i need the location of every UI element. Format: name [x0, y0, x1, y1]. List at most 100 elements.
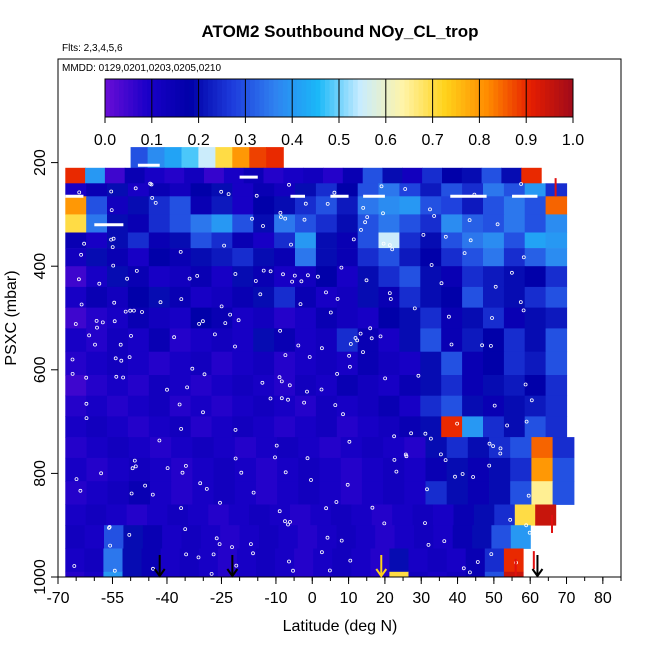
heatmap-cell [462, 351, 484, 376]
colorbar-segment [343, 79, 349, 117]
heatmap-cell [315, 248, 338, 267]
sample-point [100, 320, 105, 325]
heatmap-cell [378, 375, 400, 397]
sample-point [93, 342, 97, 347]
heatmap-cell [190, 248, 213, 267]
sample-point [74, 477, 79, 482]
x-tick-label: 40 [449, 590, 467, 607]
heatmap-cell [65, 214, 87, 233]
heatmap-cell [190, 328, 213, 353]
sample-point [467, 218, 472, 223]
sample-point [278, 328, 283, 333]
colorbar-segment [119, 79, 125, 117]
heatmap-cell [160, 571, 181, 578]
colorbar-segment [105, 79, 111, 117]
heatmap-cell [433, 525, 454, 549]
colorbar-segment [413, 79, 420, 117]
heatmap-cell [503, 328, 526, 353]
sample-point [364, 278, 369, 283]
x-tick-label: -55 [101, 590, 124, 607]
heatmap-cell [239, 525, 260, 549]
heatmap-cell [148, 416, 171, 438]
heatmap-cell [402, 167, 423, 184]
colorbar-segment [432, 79, 438, 117]
sample-point [217, 542, 222, 546]
heatmap-cell [370, 548, 391, 573]
heatmap-cell [462, 395, 484, 417]
heatmap-cell [501, 167, 522, 184]
heatmap-cell [441, 416, 463, 438]
heatmap-cell [552, 481, 575, 505]
heatmap-cell [127, 375, 150, 397]
heatmap-cell [340, 481, 363, 505]
sample-point [99, 471, 103, 476]
heatmap-cell [361, 457, 384, 482]
heatmap-cell [198, 571, 219, 578]
heatmap-cell [277, 481, 299, 505]
heatmap-cell [383, 457, 405, 482]
heatmap-cell [545, 214, 568, 233]
sample-point [179, 426, 184, 431]
heatmap-cell [392, 504, 414, 526]
heatmap-cell [315, 395, 338, 417]
heatmap-cell [253, 351, 275, 376]
heatmap-cell [336, 248, 359, 267]
heatmap-cell [399, 286, 421, 308]
heatmap-cell [187, 504, 209, 526]
sample-point [233, 456, 238, 461]
sample-point [387, 243, 392, 248]
heatmap-cell [190, 351, 213, 376]
heatmap-cell [65, 307, 87, 329]
heatmap-cell [107, 416, 129, 438]
heatmap-cell [169, 416, 192, 438]
y-tick-label: 200 [32, 149, 49, 176]
sample-point [134, 268, 139, 273]
heatmap-cell [190, 183, 213, 197]
heatmap-cell [420, 248, 442, 267]
sample-point [412, 306, 417, 311]
heatmap-cell [127, 183, 150, 197]
heatmap-cell [462, 232, 484, 249]
sample-point [250, 216, 254, 221]
sample-point [527, 530, 532, 535]
heatmap-cell [399, 248, 421, 267]
sample-point [79, 302, 84, 307]
heatmap-cell [394, 525, 415, 549]
sample-point [351, 237, 356, 242]
heatmap-cell [275, 548, 295, 573]
sample-point [157, 438, 162, 443]
sample-point [426, 543, 431, 547]
heatmap-cell [86, 395, 108, 417]
heatmap-cell [378, 307, 400, 329]
heatmap-cell [462, 307, 484, 329]
sample-point [172, 335, 177, 340]
sample-point [291, 568, 295, 573]
heatmap-cell [232, 248, 254, 267]
heatmap-cell [524, 416, 547, 438]
sample-point [495, 222, 500, 227]
sample-point [339, 265, 344, 270]
sample-point [72, 564, 77, 568]
heatmap-cell [357, 232, 380, 249]
sample-point [480, 343, 485, 348]
sample-point [390, 247, 395, 252]
heatmap-cell [184, 167, 205, 184]
heatmap-cell [232, 214, 254, 233]
heatmap-cell [467, 481, 490, 505]
heatmap-cell [524, 307, 547, 329]
heatmap-cell [535, 504, 557, 526]
heatmap-cell [357, 375, 380, 397]
heatmap-cell [420, 232, 442, 249]
sample-point [184, 552, 189, 557]
sample-point [335, 371, 340, 376]
sample-point [347, 353, 352, 358]
heatmap-cell [524, 248, 547, 267]
heatmap-cell [107, 375, 129, 397]
sample-point [370, 505, 375, 510]
heatmap-cell [148, 266, 171, 288]
colorbar-segment [296, 79, 303, 117]
heatmap-cell [315, 214, 338, 233]
heatmap-cell [213, 437, 236, 459]
sample-point [423, 431, 428, 436]
